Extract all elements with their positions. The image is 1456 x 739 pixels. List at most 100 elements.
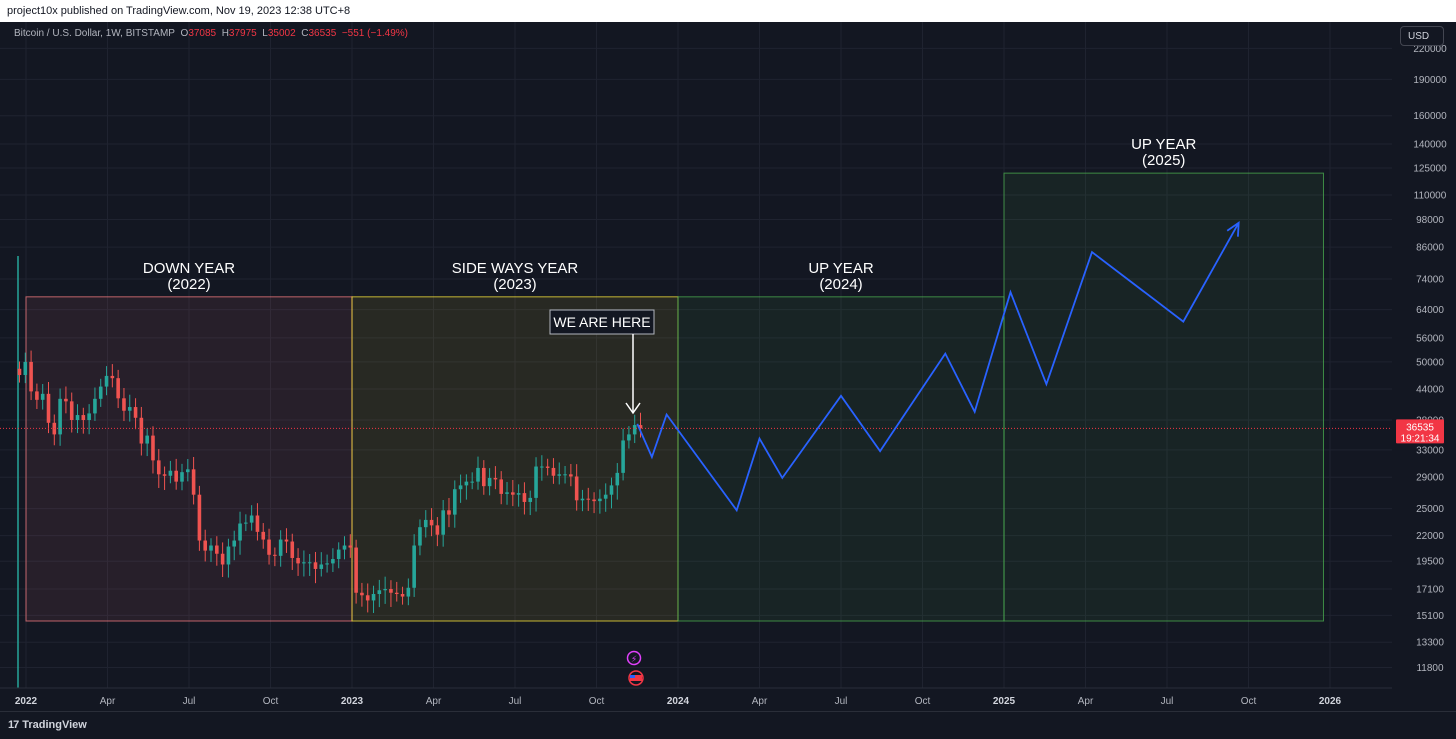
published-text: project10x published on TradingView.com,… bbox=[7, 5, 351, 17]
tradingview-logo[interactable]: 17 TradingView bbox=[8, 719, 87, 731]
annotation-arrow-head bbox=[625, 402, 641, 415]
candle-body bbox=[487, 477, 492, 487]
y-tick-label: 50000 bbox=[1416, 357, 1444, 368]
projection-arrowhead bbox=[1226, 221, 1240, 237]
y-tick-label: 17100 bbox=[1416, 585, 1444, 596]
candle-body bbox=[586, 498, 591, 500]
x-tick-label: 2026 bbox=[1319, 696, 1342, 707]
tradingview-logo-icon: 17 bbox=[8, 719, 19, 731]
candle-body bbox=[174, 470, 178, 482]
candle-body bbox=[267, 539, 271, 555]
candle-body bbox=[505, 492, 509, 494]
candle-body bbox=[569, 474, 573, 477]
zone-down-2022 bbox=[25, 296, 353, 622]
y-tick-label: 56000 bbox=[1416, 333, 1444, 344]
candle-body bbox=[197, 494, 202, 541]
zone-up-2025-title: UP YEAR bbox=[1131, 136, 1196, 153]
candle-body bbox=[551, 467, 556, 476]
candle-body bbox=[412, 545, 416, 588]
candle-body bbox=[273, 554, 277, 556]
candle-body bbox=[17, 368, 22, 376]
candle-body bbox=[423, 519, 428, 528]
candle-body bbox=[325, 563, 329, 565]
x-tick-label: Apr bbox=[752, 696, 768, 707]
y-tick-label: 220000 bbox=[1413, 44, 1447, 55]
change-value: −551 (−1.49%) bbox=[341, 28, 409, 39]
y-tick-label: 74000 bbox=[1416, 274, 1444, 285]
candle-body bbox=[180, 472, 184, 482]
candle-body bbox=[621, 440, 625, 473]
zone-down-2022-title: DOWN YEAR bbox=[143, 260, 235, 277]
candle-body bbox=[563, 474, 567, 476]
candle-body bbox=[470, 481, 474, 483]
candle-body bbox=[278, 539, 283, 556]
candle-body bbox=[592, 499, 596, 502]
candle-body bbox=[116, 378, 120, 399]
candle-body bbox=[516, 493, 521, 495]
candle-body bbox=[302, 562, 306, 564]
candle-body bbox=[545, 466, 550, 468]
candle-body bbox=[185, 469, 190, 473]
candle-body bbox=[354, 547, 358, 593]
candle-body bbox=[406, 587, 411, 597]
candle-body bbox=[35, 391, 39, 400]
candle-body bbox=[522, 493, 527, 502]
candle-body bbox=[69, 401, 74, 420]
candle-body bbox=[580, 498, 585, 501]
high-value: 37975 bbox=[228, 28, 257, 39]
zone-up-2024-title: UP YEAR bbox=[808, 260, 873, 277]
candle-body bbox=[493, 477, 498, 480]
candle-body bbox=[307, 562, 312, 564]
candle-body bbox=[81, 415, 86, 420]
candle-body bbox=[191, 469, 196, 495]
candle-body bbox=[29, 361, 33, 392]
candle-body bbox=[348, 545, 353, 548]
candle-body bbox=[64, 398, 68, 402]
countdown-label: 19:21:34 bbox=[1401, 433, 1440, 444]
candle-body bbox=[232, 540, 237, 547]
zone-sideways-2023-subtitle: (2023) bbox=[493, 276, 536, 293]
candle-body bbox=[331, 559, 335, 564]
candle-body bbox=[365, 595, 370, 601]
candle-body bbox=[429, 519, 434, 526]
chart-area[interactable]: DOWN YEAR (2022) SIDE WAYS YEAR (2023) UP YE… bbox=[0, 22, 1456, 711]
candle-body bbox=[104, 375, 109, 387]
candle-body bbox=[93, 398, 97, 414]
candle-body bbox=[162, 474, 167, 476]
candle-body bbox=[499, 479, 504, 494]
zone-up-2024 bbox=[677, 296, 1005, 622]
y-tick-label: 19500 bbox=[1416, 557, 1444, 568]
x-tick-label: Jul bbox=[1161, 696, 1174, 707]
y-tick-label: 13300 bbox=[1416, 638, 1444, 649]
candle-body bbox=[557, 474, 562, 476]
chart-svg[interactable]: DOWN YEAR(2022) SIDE WAYS YEAR(2023) UP YE… bbox=[0, 22, 1456, 711]
projection-path bbox=[636, 222, 1240, 513]
x-tick-label: 2025 bbox=[993, 696, 1016, 707]
lightning-icon: ⚡ bbox=[631, 655, 637, 665]
symbol-text: Bitcoin / U.S. Dollar, 1W, BITSTAMP bbox=[14, 28, 175, 39]
candle-body bbox=[156, 460, 161, 475]
y-tick-label: 125000 bbox=[1413, 163, 1447, 174]
candle-body bbox=[261, 531, 266, 540]
footer: 17 TradingView bbox=[0, 711, 1456, 739]
candle-body bbox=[360, 592, 364, 596]
candle-body bbox=[313, 562, 318, 569]
y-tick-label: 25000 bbox=[1416, 504, 1444, 515]
tradingview-logo-text: TradingView bbox=[22, 719, 87, 731]
currency-button[interactable]: USD bbox=[1400, 26, 1444, 46]
candle-body bbox=[389, 589, 393, 593]
candle-body bbox=[447, 510, 451, 515]
candle-body bbox=[574, 476, 579, 501]
candle-body bbox=[371, 594, 376, 601]
candle-body bbox=[528, 497, 533, 502]
candle-body bbox=[296, 557, 300, 564]
zone-sideways-2023-title: SIDE WAYS YEAR bbox=[452, 260, 579, 277]
us-flag-icon bbox=[630, 675, 642, 681]
candle-body bbox=[284, 539, 289, 542]
candle-body bbox=[615, 472, 620, 486]
candle-body bbox=[394, 592, 399, 595]
close-label: C bbox=[301, 28, 309, 39]
candle-body bbox=[46, 393, 51, 423]
candle-body bbox=[110, 375, 115, 379]
candle-body bbox=[464, 481, 469, 486]
